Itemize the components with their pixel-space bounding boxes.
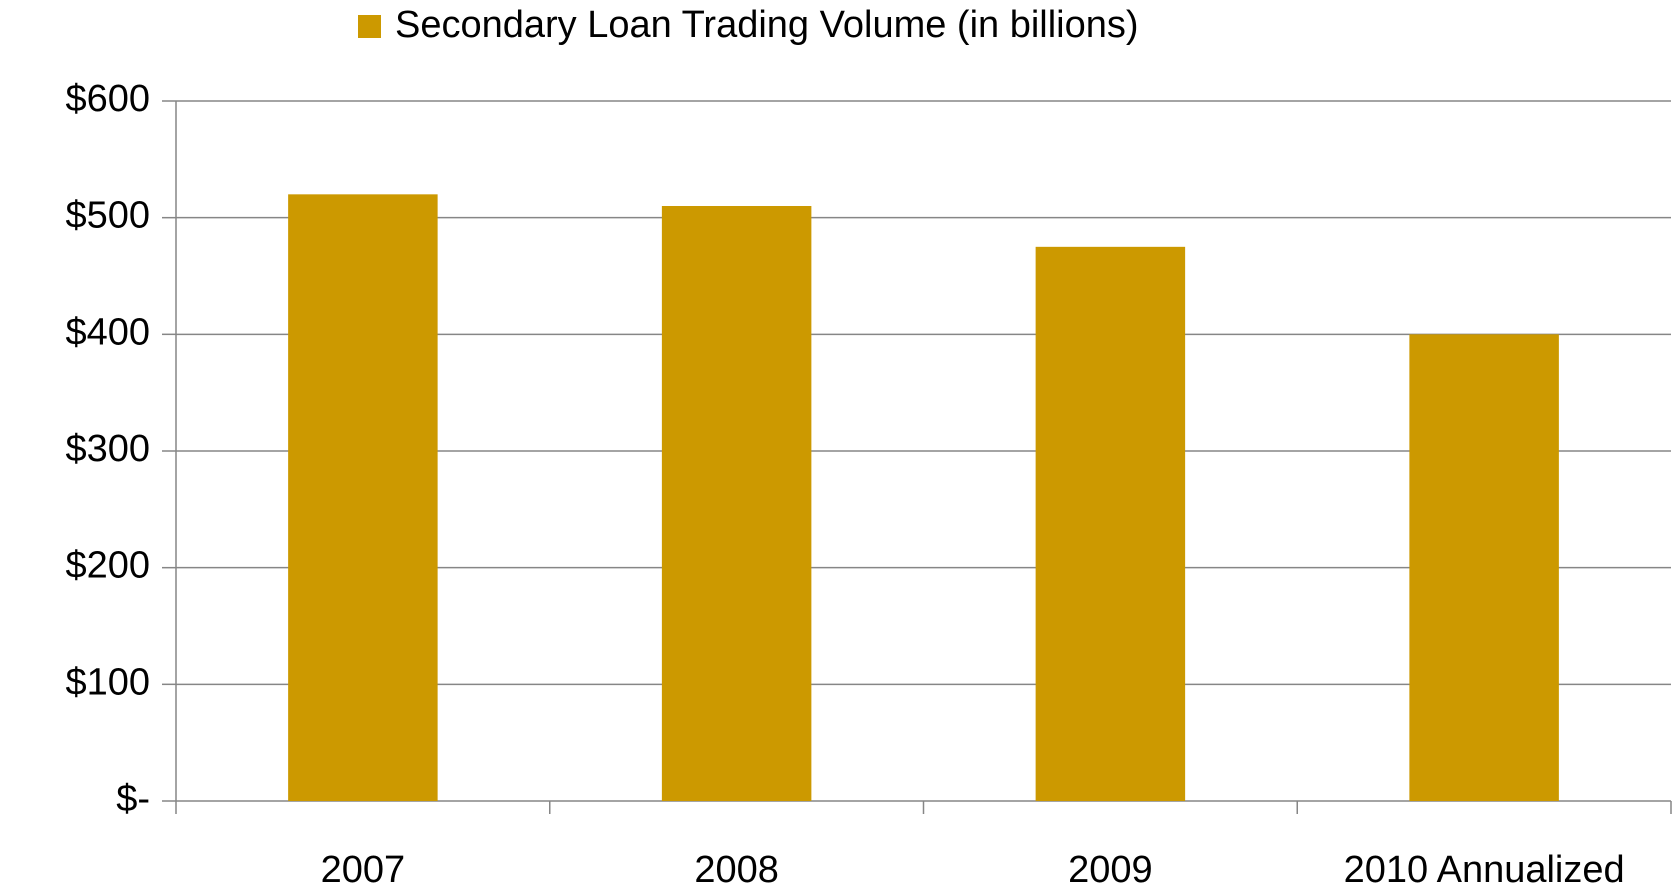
bar	[661, 206, 812, 801]
bar	[1409, 334, 1559, 801]
y-tick-label: $100	[65, 661, 150, 703]
y-tick-label: $300	[65, 428, 150, 470]
x-tick-label: 2007	[321, 849, 406, 891]
y-tick-label: $200	[65, 545, 150, 587]
y-tick-label: $-	[116, 778, 150, 820]
legend-swatch	[358, 15, 381, 38]
y-tick-label: $600	[65, 78, 150, 120]
x-tick-label: 2010 Annualized	[1344, 849, 1625, 891]
bar	[288, 194, 438, 802]
x-tick-label: 2009	[1068, 849, 1153, 891]
bar	[1035, 246, 1186, 802]
legend-label: Secondary Loan Trading Volume (in billio…	[395, 4, 1139, 46]
y-tick-label: $500	[65, 195, 150, 237]
x-tick-label: 2008	[694, 849, 779, 891]
y-tick-label: $400	[65, 311, 150, 353]
